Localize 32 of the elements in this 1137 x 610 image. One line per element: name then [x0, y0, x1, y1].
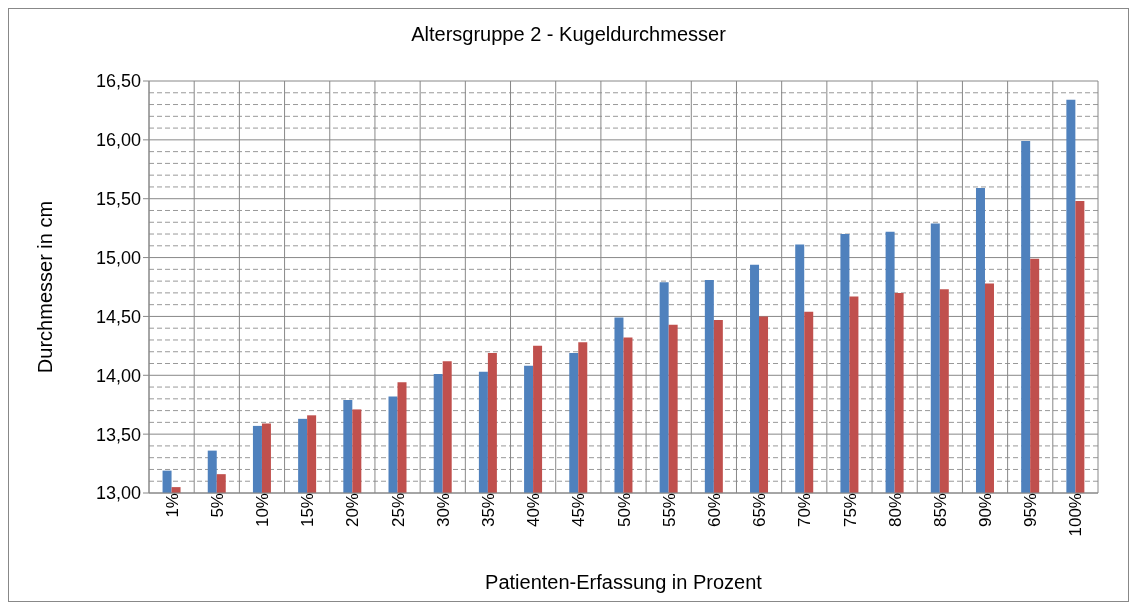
y-tick-label: 16,50 [95, 71, 141, 92]
x-tick-label: 50% [614, 493, 634, 528]
y-tick-label: 16,00 [95, 130, 141, 151]
x-tick-label: 20% [343, 493, 363, 528]
x-tick-label: 85% [930, 493, 950, 528]
x-tick-label: 65% [750, 493, 770, 528]
y-tick-label: 15,50 [95, 189, 141, 210]
x-axis-title: Patienten-Erfassung in Prozent [485, 571, 763, 593]
x-tick-label: 55% [659, 493, 679, 528]
x-tick-label: 35% [479, 493, 498, 528]
y-tick-label: 14,50 [95, 306, 141, 327]
y-tick-label: 13,00 [95, 483, 141, 504]
chart-title: Altersgruppe 2 - Kugeldurchmesser [410, 23, 727, 46]
x-tick-label: 15% [298, 493, 318, 528]
x-tick-label: 40% [524, 493, 544, 528]
y-tick-label: 15,00 [95, 247, 141, 268]
x-tick-label: 100% [1066, 493, 1086, 537]
x-tick-label: 90% [976, 493, 996, 528]
y-tick-label: 13,50 [95, 424, 141, 445]
x-tick-label: 25% [388, 493, 408, 528]
x-tick-label: 60% [704, 493, 724, 528]
x-tick-label: 30% [433, 493, 453, 528]
x-tick-label: 1% [162, 493, 182, 518]
x-tick-label: 75% [840, 493, 860, 528]
x-tick-label: 70% [795, 493, 815, 528]
y-axis-title: Durchmesser in cm [34, 200, 57, 374]
x-tick-label: 95% [1021, 493, 1041, 528]
x-tick-label: 45% [569, 493, 589, 528]
x-tick-label: 10% [253, 493, 273, 528]
x-tick-label: 80% [885, 493, 905, 528]
x-tick-label: 5% [207, 493, 227, 518]
y-tick-label: 14,00 [95, 365, 141, 386]
